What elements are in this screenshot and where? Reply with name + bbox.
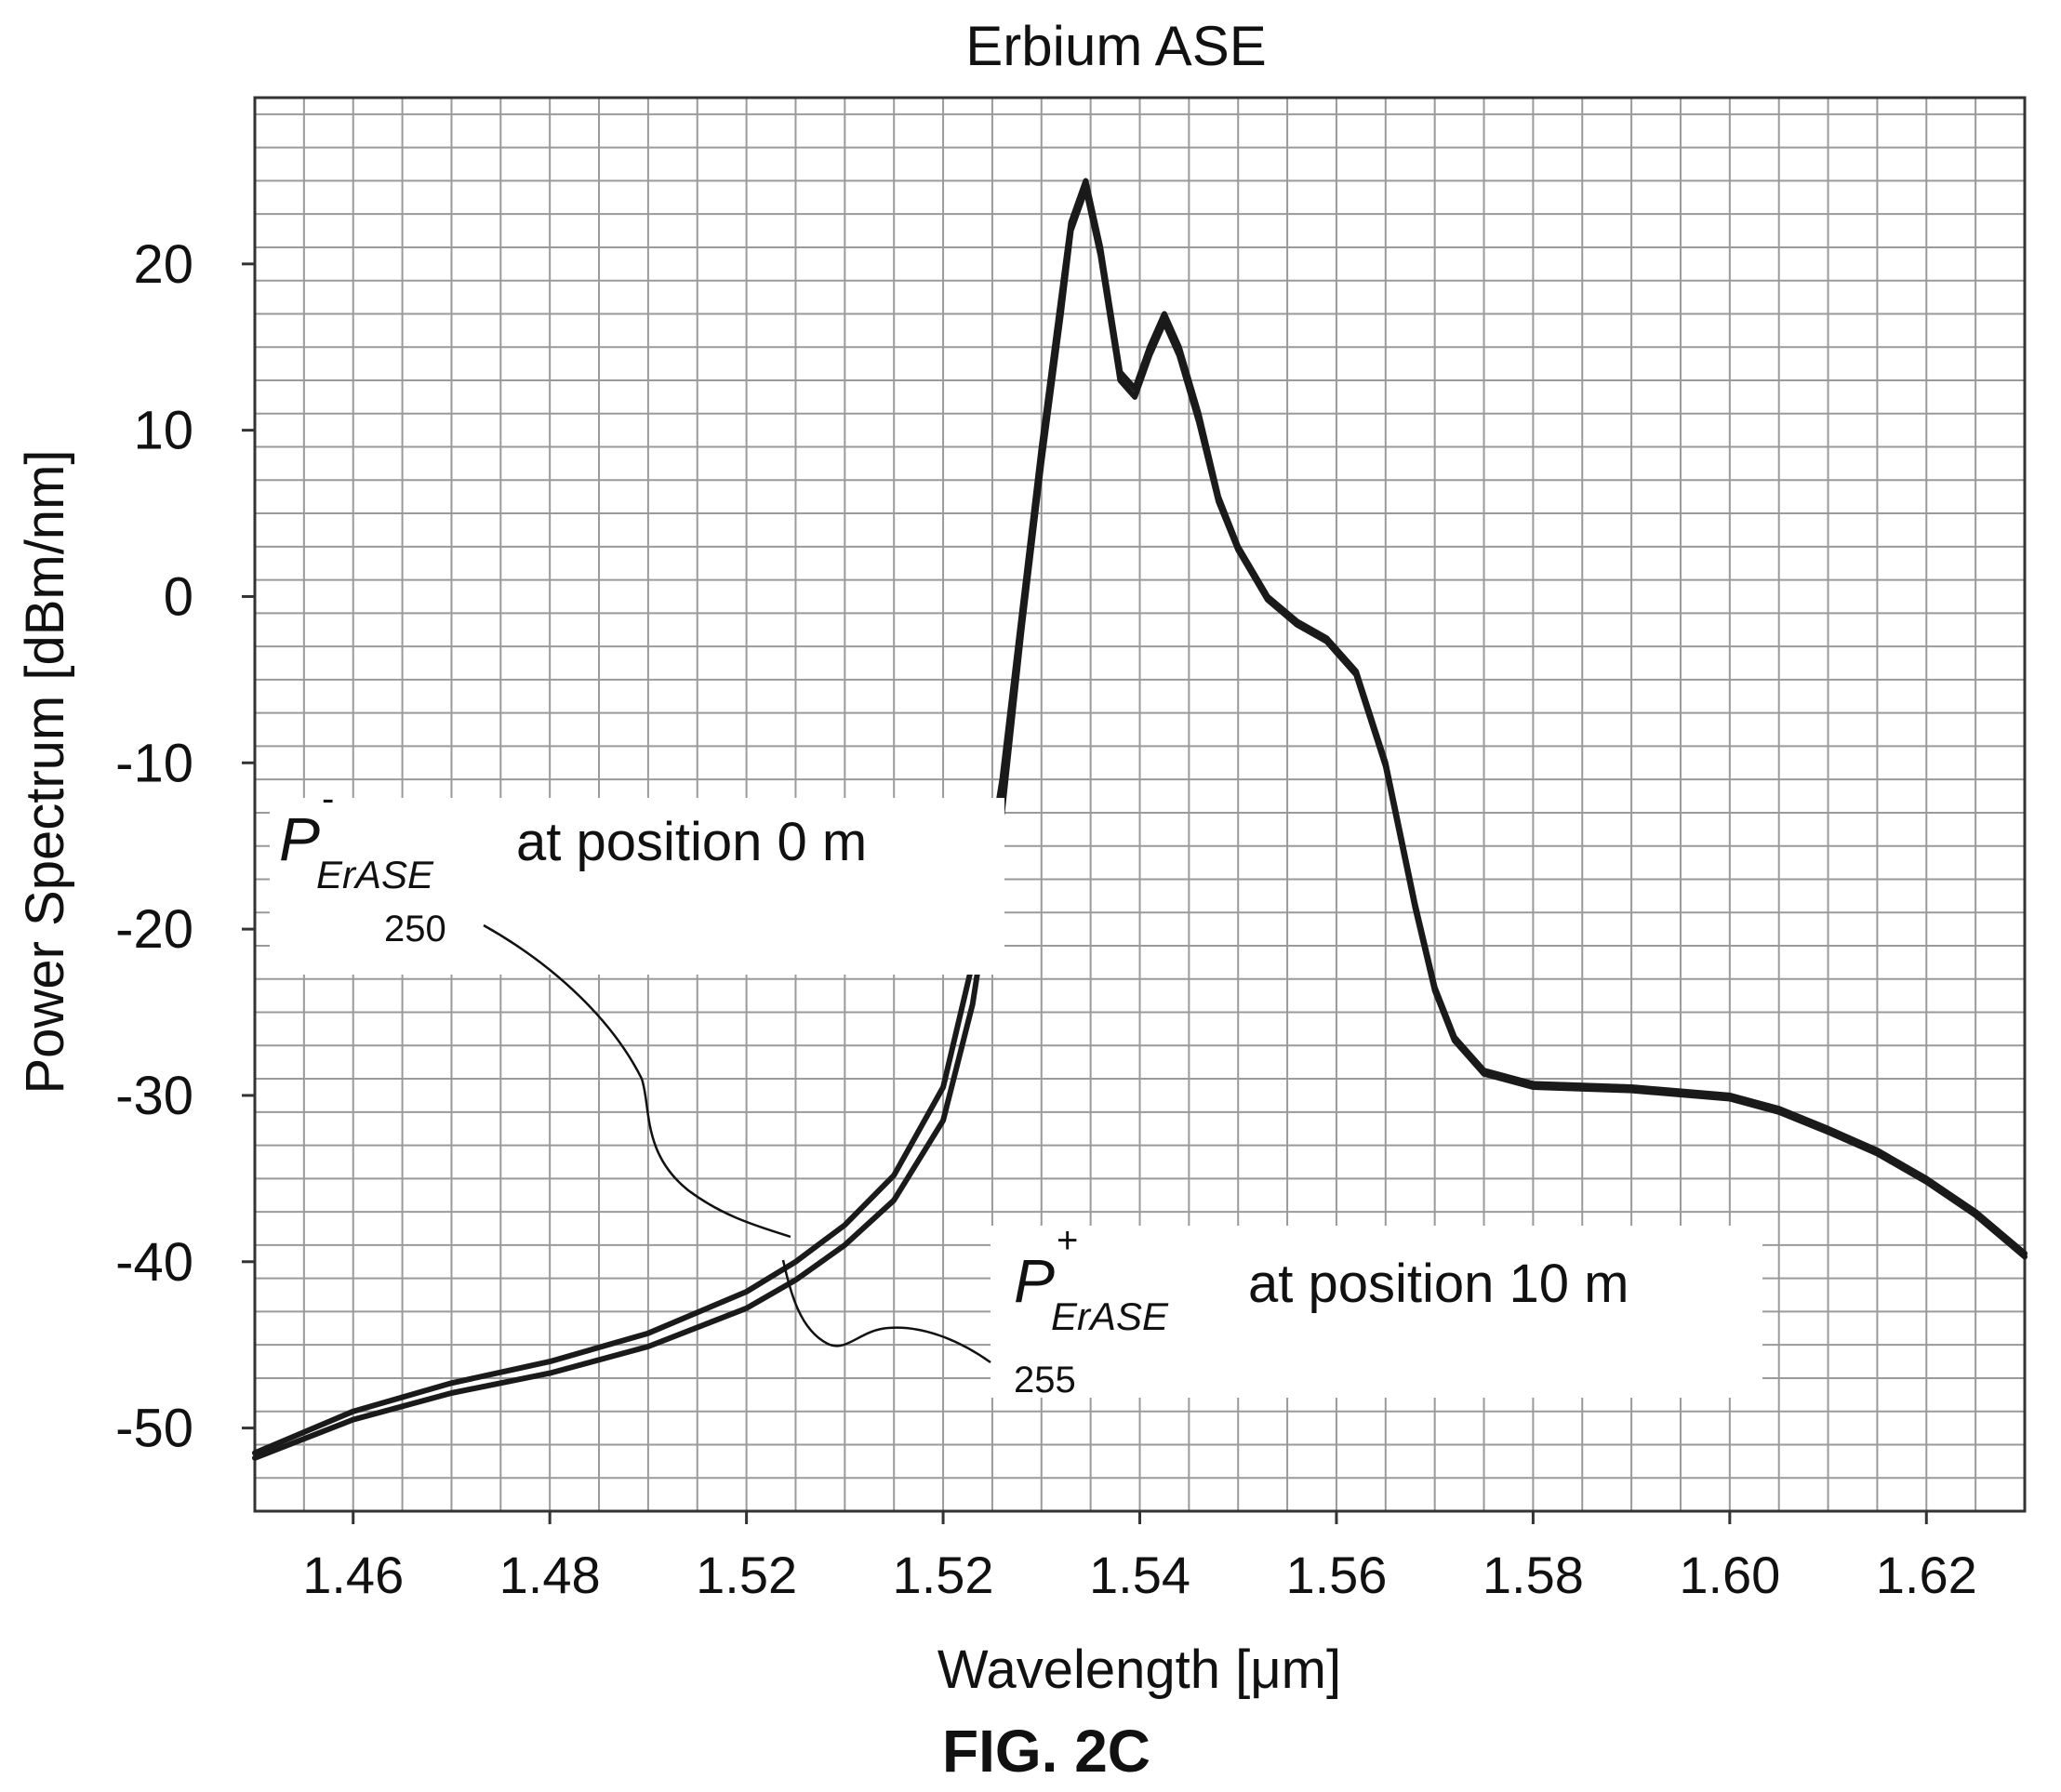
y-axis-label: Power Spectrum [dBm/nm] <box>15 450 75 1095</box>
x-tick-label: 1.60 <box>1679 1546 1780 1604</box>
y-tick-label: -10 <box>115 733 193 793</box>
x-axis-label: Wavelength [μm] <box>937 1639 1341 1700</box>
annotation-255-sup: + <box>1057 1220 1078 1261</box>
y-tick-label: 20 <box>133 234 193 295</box>
x-tick-label: 1.56 <box>1285 1546 1387 1604</box>
annotation-255-symbol: P <box>1014 1246 1055 1315</box>
annotation-250-sub: ErASE <box>316 853 434 896</box>
annotation-250-symbol: P <box>279 804 320 873</box>
series-group <box>252 178 2028 1461</box>
annotation-250-ref: 250 <box>384 909 446 949</box>
x-tick-label: 1.48 <box>499 1546 601 1604</box>
leader-line-255 <box>781 1259 991 1364</box>
x-tick-label: 1.58 <box>1483 1546 1584 1604</box>
leader-line-250 <box>483 923 791 1239</box>
y-tick-label: -20 <box>115 899 193 960</box>
x-tick-label: 1.54 <box>1089 1546 1190 1604</box>
annotation-250-text: at position 0 m <box>516 812 867 872</box>
x-tick-label: 1.52 <box>893 1546 994 1604</box>
x-tick-label: 1.46 <box>302 1546 404 1604</box>
annotation-250-sup: - <box>322 778 334 819</box>
annotation-box-255 <box>991 1226 1762 1398</box>
x-tick-label: 1.62 <box>1876 1546 1977 1604</box>
plot-frame <box>253 96 2027 1513</box>
annotation-250: P - ErASE at position 0 m 250 <box>279 778 867 949</box>
annotation-255-text: at position 10 m <box>1248 1254 1629 1314</box>
annotation-255: P + ErASE at position 10 m 255 <box>1014 1220 1629 1400</box>
annotation-box-250 <box>270 798 1004 975</box>
y-tick-label: -30 <box>115 1066 193 1126</box>
figure-label: FIG. 2C <box>942 1718 1150 1785</box>
annotation-255-ref: 255 <box>1014 1360 1076 1400</box>
y-tick-label: 0 <box>164 566 193 627</box>
chart-title: Erbium ASE <box>965 15 1266 77</box>
y-tick-label: -50 <box>115 1399 193 1459</box>
y-tick-label: 10 <box>133 401 193 461</box>
series-line-plus <box>252 186 2028 1461</box>
series-line-minus <box>252 178 2028 1456</box>
x-tick-label: 1.52 <box>696 1546 797 1604</box>
annotation-255-sub: ErASE <box>1051 1294 1169 1338</box>
axis-ticks: 1.46 1.48 1.52 1.52 1.54 1.56 1.58 1.60 1.62 20 10… <box>115 234 1977 1604</box>
y-tick-label: -40 <box>115 1232 193 1293</box>
